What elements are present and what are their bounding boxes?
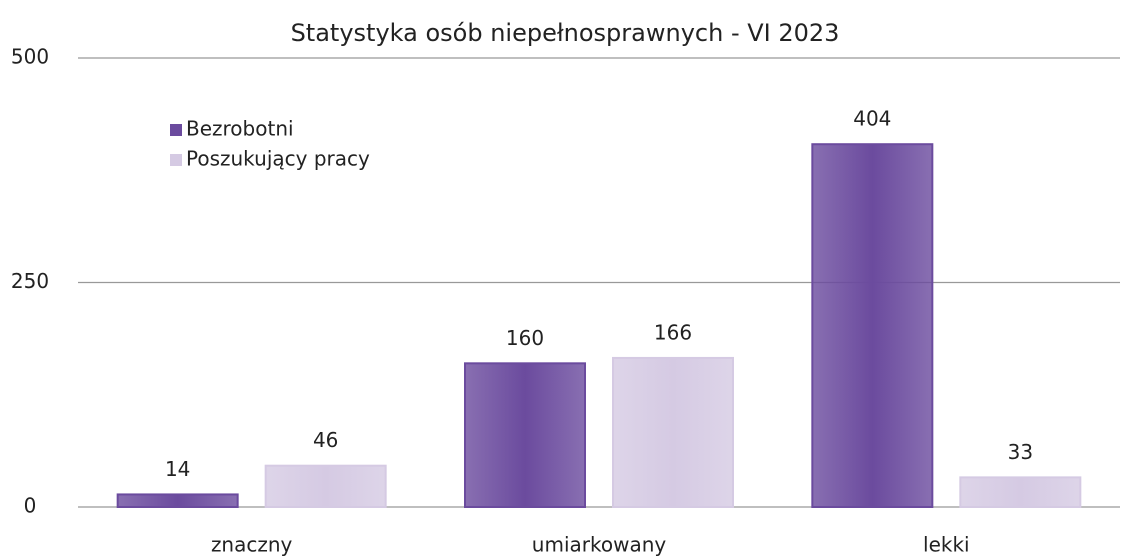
bar — [959, 476, 1082, 508]
legend-label: Poszukujący pracy — [186, 147, 370, 171]
bar — [264, 464, 387, 508]
value-label: 14 — [165, 457, 190, 481]
value-label: 46 — [313, 428, 338, 452]
y-tick-label: 500 — [11, 45, 49, 69]
chart-title: Statystyka osób niepełnosprawnych - VI 2… — [291, 19, 840, 47]
value-label: 160 — [506, 326, 544, 350]
x-tick-label: lekki — [923, 533, 970, 557]
legend-label: Bezrobotni — [186, 117, 294, 141]
bar — [464, 362, 586, 508]
bar — [116, 493, 239, 509]
legend-swatch — [170, 154, 182, 166]
value-label: 33 — [1008, 440, 1033, 464]
value-label: 404 — [853, 107, 891, 131]
y-tick-label: 250 — [11, 269, 49, 293]
value-label: 166 — [654, 320, 692, 344]
x-tick-label: znaczny — [211, 533, 293, 557]
y-tick-label: 0 — [24, 494, 37, 518]
bar — [811, 143, 934, 508]
legend-swatch — [170, 124, 182, 136]
bar — [612, 356, 734, 508]
x-tick-label: umiarkowany — [532, 533, 667, 557]
